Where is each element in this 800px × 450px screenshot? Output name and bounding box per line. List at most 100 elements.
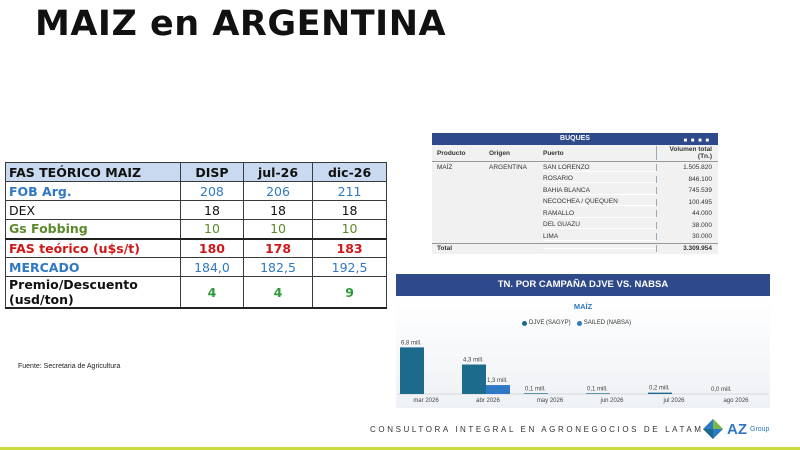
fas-cell: 180 [180,237,244,258]
logo-sub: Group [750,425,770,433]
data-label: 0,2 mill. [649,386,670,392]
legend-dot-icon [522,320,527,326]
buques-row: DEL GUAZU 38.000 [432,220,718,232]
page-title: MAIZ en ARGENTINA [35,4,447,44]
row-port: SAN LORENZO [543,164,656,172]
bar-djve-2 [524,393,548,394]
data-label: 6,8 mill. [401,340,422,346]
col-origen: Origen [489,149,510,157]
fas-cell: 18 [312,200,387,220]
campaign-chart: 6,8 mill. mar 2026 4,3 mill. 1,3 mill. abr 2… [398,340,768,404]
data-label: 4,3 mill. [463,358,484,364]
fas-cell: 10 [312,219,387,239]
fas-cell: 4 [242,276,314,309]
fas-cell: 9 [312,276,387,309]
row-port: RAMALLO [543,210,656,218]
row-origin: ARGENTINA [489,164,527,172]
col-volumen[interactable]: Volumen total (Tn.) [656,146,716,160]
buques-header: BUQUES ■ ■ ■ ■ [432,133,718,145]
fas-cell: 183 [312,237,387,258]
buques-rows: MAÍZ ARGENTINA SAN LORENZO 1.505.820 ROSARIO… [432,162,718,243]
total-label: Total [437,245,453,253]
az-logo-icon [703,419,723,439]
fas-cell: 10 [180,219,244,239]
legend-item-sailed[interactable]: SAILED (NABSA) [576,320,632,326]
data-label: 0,1 mill. [525,386,546,392]
logo-main: AZ [727,420,747,438]
col-puerto: Puerto [543,149,564,157]
buques-panel: BUQUES ■ ■ ■ ■ Producto Origen Puerto Vo… [432,133,718,254]
row-volume: 1.505.820 [656,164,716,172]
buques-row: LIMA 30.000 [432,231,718,243]
buques-column-headers: Producto Origen Puerto Volumen total (Tn… [432,145,718,162]
row-port: DEL GUAZU [543,221,656,230]
buques-row: MAÍZ ARGENTINA SAN LORENZO 1.505.820 [432,162,718,174]
fas-cell: 18 [180,200,244,220]
category-label: may 2026 [537,398,564,404]
category-label: jun 2026 [599,398,624,404]
row-port: BAHIA BLANCA [543,187,656,195]
fas-cell: 192,5 [312,257,387,277]
row-port: NECOCHEA / QUEQUEN [543,198,656,207]
fas-row-premio: Premio/Descuento (usd/ton) 4 4 9 [5,276,387,309]
category-label: abr 2026 [476,398,500,404]
bottom-accent-line [0,447,800,450]
fas-row-dex: DEX 18 18 18 [5,200,387,220]
row-volume: 846.100 [656,175,716,183]
bar-djve-1 [462,364,486,394]
data-label: 1,3 mill. [487,378,508,384]
fas-cell: 206 [242,181,314,201]
fas-row-fas-teorico: FAS teórico (u$s/t) 180 178 183 [5,237,387,258]
bar-djve-4 [648,392,672,394]
category-label: jul 2026 [662,398,685,404]
category-label: mar 2026 [413,398,439,404]
fas-row-label: FOB Arg. [5,181,181,201]
chart-legend: DJVE (SAGYP) SAILED (NABSA) [522,320,631,326]
row-volume: 100.495 [656,198,716,206]
source-note: Fuente: Secretaria de Agricultura [18,363,121,370]
fas-header-label: FAS TEÓRICO MAIZ [5,162,181,182]
row-volume: 30.000 [656,233,716,241]
bar-sailed-1 [486,385,510,394]
fas-row-label: FAS teórico (u$s/t) [5,237,181,258]
fas-row-fob: FOB Arg. 208 206 211 [5,181,387,201]
chart-title: MAÍZ [573,302,593,311]
legend-label: SAILED (NABSA) [583,320,632,326]
fas-cell: 184,0 [180,257,244,277]
buques-total-row: Total 3.309.954 [432,242,718,255]
fas-cell: 178 [242,237,314,258]
fas-cell: 208 [180,181,244,201]
buques-row: NECOCHEA / QUEQUEN 100.495 [432,197,718,209]
legend-item-djve[interactable]: DJVE (SAGYP) [522,320,571,326]
fas-table-header: FAS TEÓRICO MAIZ DISP jul-26 dic-26 [5,162,387,182]
fas-row-mercado: MERCADO 184,0 182,5 192,5 [5,257,387,277]
data-label: 0,0 mill. [711,387,732,393]
row-volume: 44.000 [656,210,716,218]
fas-row-gs-fobbing: Gs Fobbing 10 10 10 [5,219,387,239]
fas-cell: 18 [242,200,314,220]
fas-header-jul26: jul-26 [242,162,314,182]
buques-row: BAHIA BLANCA 745.539 [432,185,718,197]
fas-row-label: DEX [5,200,181,220]
legend-dot-icon [576,320,582,326]
col-producto: Producto [437,149,466,157]
category-label: ago 2026 [723,398,749,404]
buques-row: RAMALLO 44.000 [432,208,718,220]
footer-tagline: CONSULTORA INTEGRAL EN AGRONEGOCIOS DE L… [370,425,704,434]
row-port: LIMA [543,233,656,241]
bar-djve-3 [586,393,610,394]
bar-djve-0 [400,347,424,394]
fas-table: FAS TEÓRICO MAIZ DISP jul-26 dic-26 FOB … [5,162,387,309]
fas-row-label: Premio/Descuento (usd/ton) [5,276,181,309]
buques-row: ROSARIO 846.100 [432,174,718,186]
legend-label: DJVE (SAGYP) [529,320,571,326]
row-volume: 38.000 [656,221,716,229]
buques-title: BUQUES [560,135,590,142]
fas-cell: 182,5 [242,257,314,277]
row-volume: 745.539 [656,187,716,195]
fas-header-disp: DISP [180,162,244,182]
chart-background [396,296,770,408]
total-value: 3.309.954 [656,245,716,253]
fas-row-label: Gs Fobbing [5,219,181,239]
campaign-header: TN. POR CAMPAÑA DJVE VS. NABSA [396,274,770,296]
